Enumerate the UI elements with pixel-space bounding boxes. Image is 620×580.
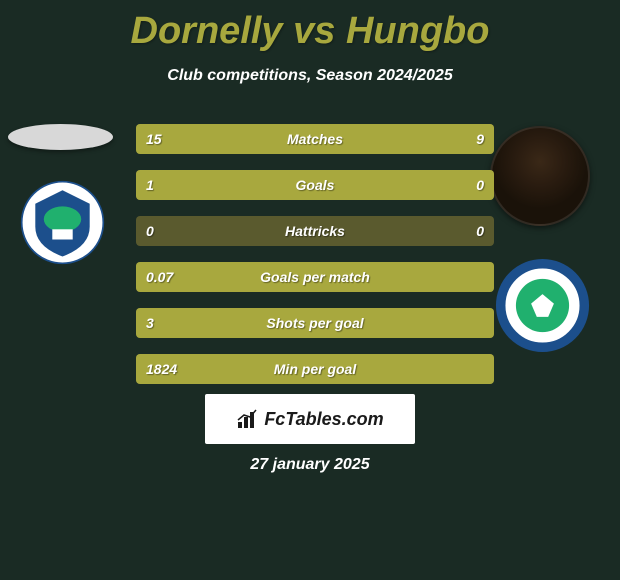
stats-container: 15 Matches 9 1 Goals 0 0 Hattricks 0 0.0… (136, 124, 494, 400)
player-left-avatar (8, 124, 113, 150)
club-crest-icon (20, 180, 105, 265)
stat-label: Min per goal (274, 361, 356, 377)
stat-value-right: 0 (476, 223, 484, 239)
stat-label: Matches (287, 131, 343, 147)
logo-text: FcTables.com (264, 409, 383, 430)
stat-value-right: 9 (476, 131, 484, 147)
stat-value-left: 3 (146, 315, 154, 331)
stat-label: Hattricks (285, 223, 345, 239)
stat-value-right: 0 (476, 177, 484, 193)
stat-label: Shots per goal (266, 315, 363, 331)
stat-row-goals-per-match: 0.07 Goals per match (136, 262, 494, 292)
stat-row-hattricks: 0 Hattricks 0 (136, 216, 494, 246)
stat-bar-left (136, 170, 405, 200)
club-crest-icon (495, 258, 590, 353)
stat-value-left: 0 (146, 223, 154, 239)
date-text: 27 january 2025 (250, 456, 369, 474)
stat-value-left: 0.07 (146, 269, 173, 285)
page-title: Dornelly vs Hungbo (0, 0, 620, 53)
stat-bar-right (360, 124, 494, 154)
stat-value-left: 1824 (146, 361, 177, 377)
stat-value-left: 1 (146, 177, 154, 193)
club-right-crest (495, 258, 590, 353)
club-left-crest (20, 180, 105, 265)
stat-row-min-per-goal: 1824 Min per goal (136, 354, 494, 384)
stat-label: Goals (296, 177, 335, 193)
fctables-logo[interactable]: FcTables.com (205, 394, 415, 444)
chart-icon (236, 408, 260, 430)
stat-value-left: 15 (146, 131, 162, 147)
stat-row-goals: 1 Goals 0 (136, 170, 494, 200)
stat-bar-right (405, 308, 495, 338)
page-subtitle: Club competitions, Season 2024/2025 (0, 67, 620, 85)
stat-row-matches: 15 Matches 9 (136, 124, 494, 154)
stat-row-shots-per-goal: 3 Shots per goal (136, 308, 494, 338)
player-right-avatar (490, 126, 590, 226)
stat-label: Goals per match (260, 269, 370, 285)
